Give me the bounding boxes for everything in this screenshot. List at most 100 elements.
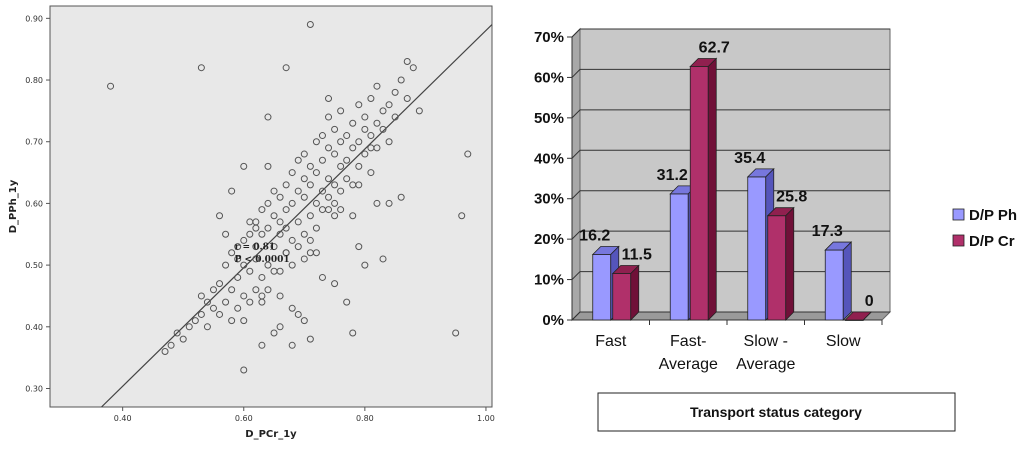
scatter-point — [264, 224, 272, 232]
legend-swatch — [952, 234, 965, 247]
y-tick-label: 0.80 — [25, 76, 43, 85]
scatter-point — [216, 310, 224, 318]
scatter-point — [300, 193, 308, 201]
category-label: Average — [736, 356, 795, 373]
scatter-point — [288, 199, 296, 207]
bar-side — [785, 206, 795, 321]
scatter-point — [349, 329, 357, 337]
scatter-point — [331, 199, 339, 207]
scatter-point — [288, 169, 296, 177]
scatter-point — [240, 236, 248, 244]
scatter-point — [325, 175, 333, 183]
bar-front — [824, 249, 844, 321]
bar-front — [767, 215, 787, 321]
scatter-point — [300, 230, 308, 238]
scatter-point — [288, 236, 296, 244]
scatter-points — [107, 21, 472, 374]
scatter-point — [270, 187, 278, 195]
scatter-point — [355, 138, 363, 146]
scatter-point — [325, 193, 333, 201]
scatter-point — [312, 169, 320, 177]
p-value-annotation: P < 0.0001 — [235, 255, 290, 265]
correlation-annotation: r = 0.81 — [235, 243, 275, 253]
scatter-point — [252, 255, 260, 263]
scatter-point — [209, 286, 217, 294]
category-label: Slow - — [744, 333, 788, 350]
scatter-point — [246, 230, 254, 238]
scatter-point — [294, 156, 302, 164]
scatter-point — [391, 88, 399, 96]
scatter-point — [294, 218, 302, 226]
scatter-point — [270, 329, 278, 337]
scatter-point — [361, 113, 369, 121]
scatter-point — [312, 199, 320, 207]
gridline — [571, 28, 890, 38]
y-tick-label: 0.70 — [25, 138, 43, 147]
scatter-point — [337, 206, 345, 214]
scatter-point — [379, 125, 387, 133]
scatter-point — [107, 82, 115, 90]
scatter-point — [294, 310, 302, 318]
legend-swatch — [952, 208, 965, 221]
y-tick-label: 30% — [534, 191, 564, 208]
scatter-point — [318, 132, 326, 140]
x-tick-label: 1.00 — [477, 414, 495, 423]
scatter-point — [325, 113, 333, 121]
bar-side — [707, 57, 717, 321]
scatter-point — [234, 243, 242, 251]
scatter-point — [318, 273, 326, 281]
data-label: 31.2 — [657, 167, 688, 184]
bar-front — [747, 176, 767, 321]
scatter-point — [361, 150, 369, 158]
scatter-point — [276, 218, 284, 226]
scatter-point — [246, 267, 254, 275]
scatter-point — [385, 199, 393, 207]
chart-side-wall — [571, 27, 581, 322]
scatter-point — [228, 317, 236, 325]
y-axis-label: D_PPh_1y — [8, 179, 19, 233]
scatter-point — [331, 280, 339, 288]
scatter-point — [306, 236, 314, 244]
bar — [611, 264, 640, 321]
scatter-point — [240, 162, 248, 170]
scatter-point — [288, 304, 296, 312]
scatter-point — [331, 212, 339, 220]
scatter-point — [216, 212, 224, 220]
scatter-point — [379, 255, 387, 263]
scatter-point — [228, 187, 236, 195]
scatter-point — [197, 64, 205, 72]
gridline — [571, 68, 890, 78]
scatter-point — [276, 193, 284, 201]
scatter-point — [373, 119, 381, 127]
scatter-point — [397, 76, 405, 84]
scatter-point — [258, 292, 266, 300]
scatter-point — [367, 169, 375, 177]
scatter-point — [203, 298, 211, 306]
scatter-point — [282, 206, 290, 214]
scatter-point — [337, 107, 345, 115]
legend-label: D/P Cr — [969, 233, 1015, 250]
x-tick-label: 0.40 — [114, 414, 132, 423]
scatter-point — [222, 261, 230, 269]
scatter-point — [234, 255, 242, 263]
x-tick-label: 0.60 — [235, 414, 253, 423]
scatter-point — [252, 286, 260, 294]
gridline — [571, 149, 890, 159]
scatter-point — [288, 341, 296, 349]
scatter-point — [246, 298, 254, 306]
scatter-point — [258, 341, 266, 349]
x-axis-label: D_PCr_1y — [245, 429, 297, 440]
scatter-point — [312, 249, 320, 257]
x-axis-title: Transport status category — [690, 404, 862, 420]
scatter-point — [173, 329, 181, 337]
scatter-point — [264, 113, 272, 121]
scatter-point — [458, 212, 466, 220]
scatter-point — [367, 95, 375, 103]
scatter-point — [306, 162, 314, 170]
scatter-point — [179, 335, 187, 343]
category-label: Slow — [826, 333, 861, 350]
category-label: Average — [659, 356, 718, 373]
scatter-point — [373, 199, 381, 207]
scatter-point — [234, 304, 242, 312]
y-tick-label: 20% — [534, 231, 564, 248]
